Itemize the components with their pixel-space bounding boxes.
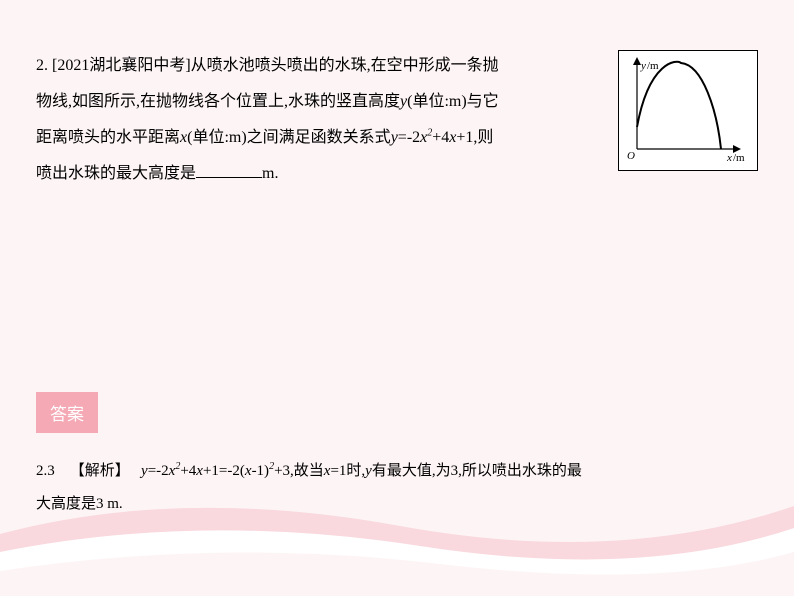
- a-a: =-2: [148, 463, 169, 479]
- a-x2: x: [196, 463, 203, 479]
- x-axis-unit: /m: [733, 152, 745, 163]
- parabola-chart: y /m x /m O: [618, 50, 758, 171]
- a-f: =1时,: [330, 463, 365, 479]
- a-y2: y: [365, 463, 372, 479]
- x-axis-label: x: [726, 152, 732, 163]
- answer-label: 【解析】: [70, 463, 130, 479]
- q-line2a: 物线,如图所示,在抛物线各个位置上,水珠的竖直高度: [36, 93, 400, 110]
- a-x3: x: [245, 463, 252, 479]
- answer-badge: 答案: [36, 392, 98, 433]
- y-axis-unit: /m: [647, 60, 659, 72]
- q-line3a: 距离喷头的水平距离: [36, 129, 180, 146]
- q-line2b: (单位:m)与它: [407, 93, 499, 110]
- answer-value: 3: [47, 463, 55, 479]
- eq-plus: +4: [432, 129, 449, 146]
- q-line4a: 喷出水珠的最大高度是: [36, 165, 196, 182]
- question-text: 2. [2021湖北襄阳中考]从喷水池喷头喷出的水珠,在空中形成一条抛 物线,如…: [36, 48, 606, 192]
- a-b: +4: [180, 463, 196, 479]
- eq-y: y: [391, 129, 398, 146]
- answer-number: 2.: [36, 463, 47, 479]
- origin-label: O: [627, 150, 635, 162]
- q-line1: 从喷水池喷头喷出的水珠,在空中形成一条抛: [191, 57, 499, 74]
- fill-blank[interactable]: [196, 162, 262, 178]
- question-number: 2.: [36, 57, 48, 74]
- a-c: +1=-2(: [203, 463, 245, 479]
- answer-block: 2.3 【解析】 y=-2x2+4x+1=-2(x-1)2+3,故当x=1时,y…: [36, 455, 758, 521]
- q-line4-unit: m.: [262, 165, 278, 182]
- a-d: -1): [252, 463, 270, 479]
- a-e: +3,故当: [274, 463, 324, 479]
- q-line3b: (单位:m)之间满足函数关系式: [187, 129, 391, 146]
- a-g: 有最大值,为3,所以喷出水珠的最: [372, 463, 582, 479]
- eq-end: +1,则: [456, 129, 493, 146]
- question-source: [2021湖北襄阳中考]: [52, 57, 191, 74]
- eq-part: =-2: [398, 129, 420, 146]
- y-axis-arrow: [633, 57, 641, 65]
- a-y: y: [141, 463, 148, 479]
- question-block: 2. [2021湖北襄阳中考]从喷水池喷头喷出的水珠,在空中形成一条抛 物线,如…: [36, 48, 758, 192]
- y-axis-label: y: [640, 60, 646, 72]
- answer-line2: 大高度是3 m.: [36, 496, 123, 512]
- parabola-curve: [637, 62, 721, 149]
